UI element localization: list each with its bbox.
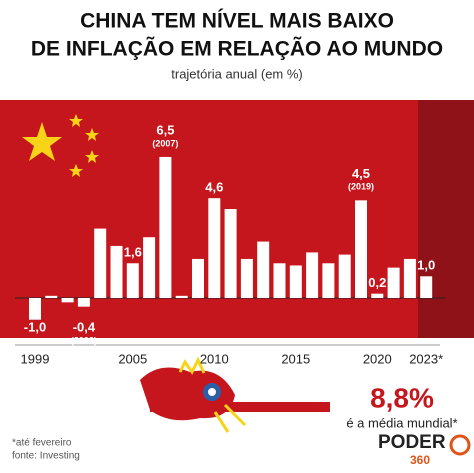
bar <box>306 252 319 298</box>
flag-stars <box>22 114 99 177</box>
bar <box>322 263 335 298</box>
bar <box>338 254 351 298</box>
value-label: 1,0 <box>417 258 435 273</box>
bar <box>257 241 270 298</box>
value-label: 6,5 <box>156 122 174 137</box>
bar <box>420 276 433 298</box>
value-label: 1,6 <box>124 245 142 260</box>
value-label: -1,0 <box>24 319 46 334</box>
bar <box>77 298 90 307</box>
x-tick-label: 2020 <box>363 351 392 366</box>
bar <box>240 258 253 298</box>
bar <box>371 293 384 298</box>
logo-sub: 360 <box>410 453 430 467</box>
value-label-year: (2019) <box>348 182 374 192</box>
chart-title-1: CHINA TEM NÍVEL MAIS BAIXO <box>80 10 394 33</box>
bar <box>94 228 107 298</box>
bar <box>143 237 156 298</box>
bar <box>192 258 204 298</box>
bar <box>273 263 286 298</box>
value-label-year: (2002) <box>71 335 97 345</box>
dragon <box>140 356 330 433</box>
value-label-year: (2007) <box>152 138 178 148</box>
bar <box>29 298 41 320</box>
value-label: 4,5 <box>352 166 370 181</box>
source: fonte: Investing <box>12 451 80 462</box>
bar <box>403 258 416 298</box>
bar <box>110 245 123 298</box>
bar <box>126 263 139 298</box>
bar <box>159 156 172 298</box>
logo: PODER <box>378 432 446 453</box>
bar <box>355 200 367 298</box>
bar <box>61 298 74 303</box>
logo-icon <box>449 434 471 456</box>
x-tick-label: 2010 <box>200 351 229 366</box>
bar <box>45 295 58 298</box>
bar <box>289 265 302 298</box>
bar <box>224 209 237 298</box>
chart-title-2: DE INFLAÇÃO EM RELAÇÃO AO MUNDO <box>31 38 443 61</box>
world-value: 8,8% <box>370 382 434 413</box>
world-text: é a média mundial* <box>346 415 457 430</box>
value-label: 4,6 <box>205 180 223 195</box>
x-tick-label: 2005 <box>118 351 147 366</box>
x-tick-label: 2023* <box>409 351 443 366</box>
bar <box>387 267 400 298</box>
x-tick-label: 1999 <box>21 351 50 366</box>
value-label: 0,2 <box>368 275 386 290</box>
x-tick-label: 2015 <box>281 351 310 366</box>
bar <box>208 198 221 298</box>
dark-band <box>418 100 474 338</box>
footnote: *até fevereiro <box>12 438 72 449</box>
bar <box>175 295 188 298</box>
value-label: -0,4 <box>73 319 96 334</box>
chart-subtitle: trajetória anual (em %) <box>171 66 303 81</box>
